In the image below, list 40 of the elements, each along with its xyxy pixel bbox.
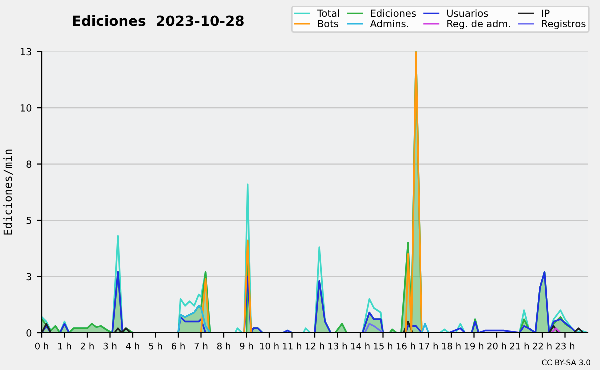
x-tick-label: 23 h [556,342,575,350]
x-tick-label: 1 h [58,342,72,350]
y-tick-label: 10 [20,104,32,112]
legend-label: IP [542,10,550,18]
legend-label: Bots [318,20,338,28]
x-tick-label: 16 h [396,342,416,350]
x-tick-label: 22 h [533,342,552,350]
legend-label: Admins. [370,20,408,28]
chart-title: Ediciones 2023-10-28 [73,15,244,26]
x-tick-label: 5 h [149,342,162,350]
legend-label: Ediciones [371,10,416,18]
x-tick-label: 17 h [420,342,438,350]
legend-label: Total [317,10,340,18]
x-tick-label: 0 h [35,342,48,350]
y-tick-label: 0 [26,329,32,337]
x-tick-label: 3 h [104,342,117,350]
y-tick-label: 5 [26,217,32,224]
y-tick-label: 13 [20,48,32,56]
x-tick-label: 11 h [283,342,302,350]
y-tick-label: 3 [26,273,32,281]
x-tick-label: 4 h [126,342,140,350]
legend-label: Reg. de adm. [448,20,510,30]
x-tick-label: 9 h [240,342,254,350]
x-tick-label: 21 h [510,342,530,350]
x-tick-label: 13 h [328,342,348,350]
legend-label: Usuarios [448,10,488,18]
x-tick-label: 6 h [172,342,185,350]
x-tick-label: 8 h [217,342,230,350]
x-tick-label: 20 h [488,342,506,350]
x-tick-label: 12 h [306,342,324,350]
x-tick-label: 2 h [80,342,94,350]
x-tick-label: 14 h [351,342,370,350]
y-tick-label: 8 [26,160,32,168]
x-tick-label: 7 h [194,342,208,350]
x-tick-label: 10 h [260,342,279,350]
legend-label: Registros [542,20,586,30]
x-tick-label: 15 h [374,342,393,350]
x-tick-label: 19 h [465,342,484,350]
x-tick-label: 18 h [442,342,461,350]
y-axis-title: Ediciones/min [4,150,14,235]
